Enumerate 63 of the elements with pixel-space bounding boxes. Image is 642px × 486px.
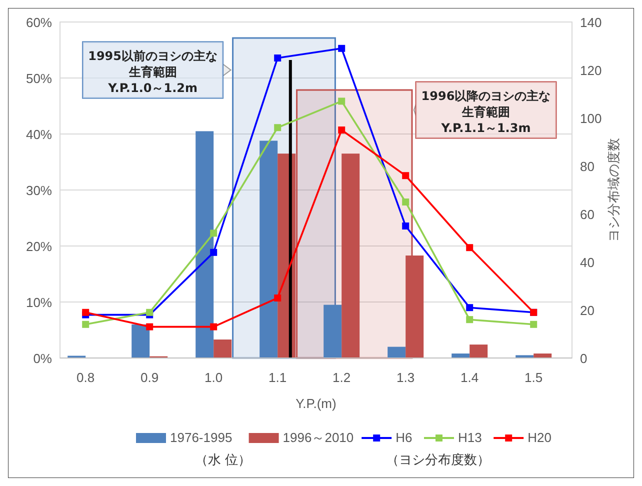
point xyxy=(82,320,90,328)
x-tick-label: 1.1 xyxy=(268,370,287,385)
point xyxy=(210,248,218,256)
bar xyxy=(406,256,424,358)
point xyxy=(466,316,474,324)
x-tick-label: 0.8 xyxy=(76,370,95,385)
y2-axis-title: ヨシ分布域の度数 xyxy=(606,138,621,242)
point xyxy=(274,54,282,62)
x-tick-label: 1.0 xyxy=(204,370,223,385)
text: （水 位） xyxy=(194,453,252,468)
y2-tick-label: 100 xyxy=(580,111,602,126)
y2-tick-label: 0 xyxy=(580,351,588,366)
y-tick-label: 0% xyxy=(33,351,52,366)
bar xyxy=(470,344,488,358)
y2-tick-label: 40 xyxy=(580,255,594,270)
point xyxy=(466,304,474,312)
band-label: 1996以降のヨシの主な生育範囲 Y.P.1.1～1.3m xyxy=(421,89,551,135)
point xyxy=(338,98,346,105)
bar xyxy=(388,346,406,358)
y-tick-label: 50% xyxy=(26,71,52,86)
point xyxy=(210,323,218,330)
band-label: 1995以前のヨシの主な生育範囲 Y.P.1.0～1.2m xyxy=(88,49,218,95)
point xyxy=(274,294,282,302)
legend-label: 1976-1995 xyxy=(170,430,232,445)
x-axis-title: Y.P.(m) xyxy=(296,396,336,411)
legend-label: H6 xyxy=(396,430,412,445)
y-tick-label: 30% xyxy=(26,183,52,198)
point xyxy=(274,124,282,132)
bar xyxy=(214,340,232,358)
bar xyxy=(342,154,360,358)
bar xyxy=(132,324,150,358)
bar xyxy=(324,304,342,358)
point xyxy=(210,230,218,237)
bar xyxy=(260,140,278,358)
point xyxy=(530,320,538,328)
y2-tick-label: 60 xyxy=(580,207,594,222)
legend-label: 1996～2010 xyxy=(282,430,354,445)
x-tick-label: 1.4 xyxy=(460,370,479,385)
point xyxy=(466,244,474,252)
y-tick-label: 60% xyxy=(26,15,52,30)
point xyxy=(402,172,410,180)
text: （ヨシ分布度数） xyxy=(386,452,490,468)
legend-label: H20 xyxy=(528,430,552,445)
y-tick-label: 40% xyxy=(26,127,52,142)
x-tick-label: 1.5 xyxy=(524,370,543,385)
point xyxy=(402,222,410,230)
y2-tick-label: 20 xyxy=(580,303,594,318)
y2-tick-label: 80 xyxy=(580,159,594,174)
x-tick-label: 1.3 xyxy=(396,370,415,385)
x-tick-label: 0.9 xyxy=(140,370,159,385)
bar xyxy=(196,131,214,358)
point xyxy=(402,198,410,206)
y2-tick-label: 140 xyxy=(580,15,602,30)
point xyxy=(146,308,154,316)
point xyxy=(338,126,346,134)
point xyxy=(338,44,346,52)
y2-tick-label: 120 xyxy=(580,63,602,78)
y-tick-label: 10% xyxy=(26,295,52,310)
legend-label: H13 xyxy=(458,430,482,445)
point xyxy=(146,323,154,330)
y-tick-label: 20% xyxy=(26,239,52,254)
x-tick-label: 1.2 xyxy=(332,370,351,385)
point xyxy=(82,308,90,316)
